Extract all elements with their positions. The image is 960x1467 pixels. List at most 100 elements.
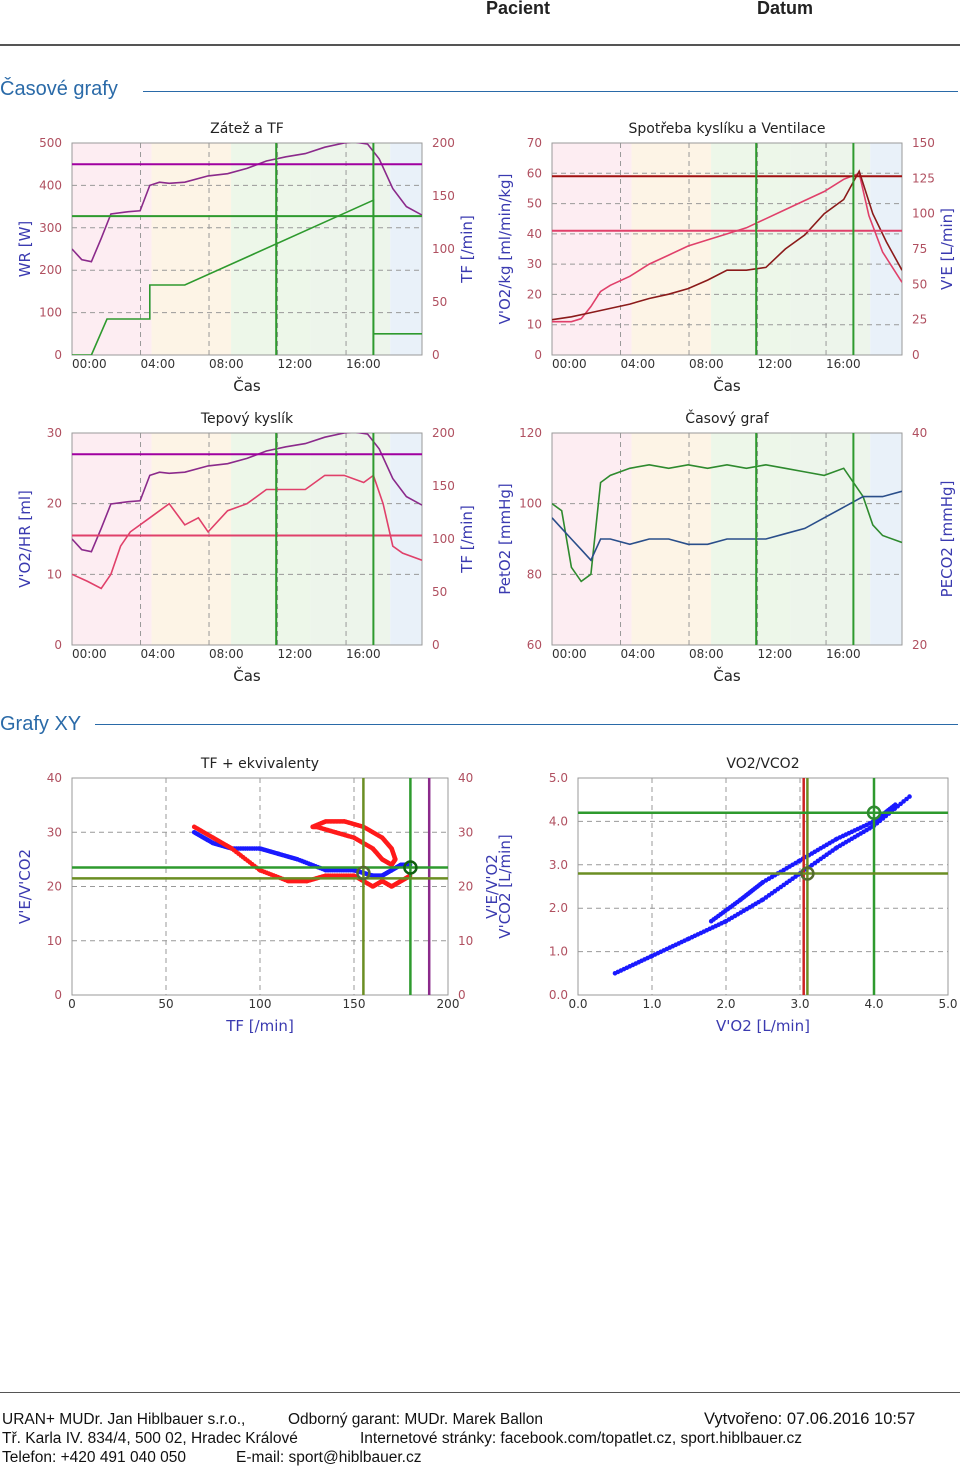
chart-title: Tepový kyslík	[200, 411, 294, 427]
y-right-tick-label: 125	[912, 171, 935, 185]
y-right-tick-label: 150	[912, 136, 935, 150]
series-line-0	[72, 474, 422, 590]
y-right-tick-label: 20	[912, 638, 927, 652]
y-right-axis-label: TF [/min]	[458, 215, 476, 284]
x-axis-label: V'O2 [L/min]	[716, 1017, 810, 1035]
x-tick-label: 12:00	[278, 647, 313, 661]
phase-band	[310, 143, 391, 355]
y-right-tick-label: 0	[432, 638, 440, 652]
y-left-tick-label: 5.0	[549, 771, 568, 785]
phase-band	[151, 143, 232, 355]
threshold-marker	[403, 860, 418, 875]
phase-band	[390, 143, 422, 355]
y-right-tick-label: 200	[432, 136, 455, 150]
series-line-1	[72, 433, 422, 553]
y-left-tick-label: 100	[519, 497, 542, 511]
x-tick-label: 3.0	[790, 997, 809, 1011]
x-axis-label: Čas	[233, 376, 261, 395]
x-tick-label: 1.0	[642, 997, 661, 1011]
phase-band	[631, 143, 712, 355]
y-right-tick-label: 40	[912, 426, 927, 440]
plot-area	[72, 778, 448, 995]
x-tick-label: 4.0	[864, 997, 883, 1011]
series-line-1	[72, 143, 422, 263]
y-right-tick-label: 100	[432, 532, 455, 546]
y-left-tick-label: 10	[527, 318, 542, 332]
phase-band	[870, 433, 902, 645]
threshold-marker	[800, 866, 815, 881]
x-tick-label: 08:00	[209, 647, 244, 661]
y-left-tick-label: 200	[39, 263, 62, 277]
x-tick-label: 16:00	[826, 647, 861, 661]
y-left-tick-label: 10	[47, 934, 62, 948]
x-tick-label: 100	[249, 997, 272, 1011]
footer-email: E-mail: sport@hiblbauer.cz	[236, 1449, 422, 1466]
y-right-tick-label: 20	[458, 880, 473, 894]
y-left-tick-label: 70	[527, 136, 542, 150]
chart-title: TF + ekvivalenty	[200, 756, 319, 772]
y-left-tick-label: 30	[47, 426, 62, 440]
footer-address: Tř. Karla IV. 834/4, 500 02, Hradec Král…	[2, 1430, 298, 1447]
y-right-tick-label: 50	[432, 295, 447, 309]
y-left-tick-label: 40	[47, 771, 62, 785]
section-divider	[95, 724, 958, 725]
scatter-point	[893, 802, 898, 808]
y-left-tick-label: 80	[527, 567, 542, 581]
x-tick-label: 0	[68, 997, 76, 1011]
y-left-tick-label: 20	[47, 880, 62, 894]
x-tick-label: 08:00	[689, 357, 724, 371]
chart-title: VO2/VCO2	[726, 756, 799, 772]
plot-frame	[551, 432, 903, 646]
y-left-axis-label: V'O2/kg [ml/min/kg]	[496, 174, 514, 325]
footer-created: Vytvořeno: 07.06.2016 10:57	[704, 1410, 916, 1428]
x-tick-label: 08:00	[689, 647, 724, 661]
y-left-axis-label: WR [W]	[16, 221, 34, 278]
x-tick-label: 16:00	[826, 357, 861, 371]
footer-guarantor: Odborný garant: MUDr. Marek Ballon	[288, 1411, 543, 1428]
y-left-tick-label: 60	[527, 166, 542, 180]
x-tick-label: 12:00	[278, 357, 313, 371]
y-right-tick-label: 30	[458, 825, 473, 839]
chart-title: Spotřeba kyslíku a Ventilace	[629, 121, 826, 137]
y-left-tick-label: 50	[527, 197, 542, 211]
y-right-tick-label: 10	[458, 934, 473, 948]
chart-load-hr: Zátež a TF 00:00 04:00 08:00 12:00 16:00 Čas 0 1…	[16, 121, 476, 395]
footer-company: URAN+ MUDr. Jan Hiblbauer s.r.o.,	[2, 1411, 246, 1428]
threshold-marker	[356, 865, 371, 881]
plot-area	[552, 433, 902, 645]
chart-vo2-vco2: VO2/VCO2 0.0 1.0 2.0 3.0 4.0 5.0 V'O2 [L/min] 0.…	[496, 756, 958, 1035]
phase-band	[790, 433, 871, 645]
y-right-tick-label: 50	[912, 277, 927, 291]
y-left-tick-label: 500	[39, 136, 62, 150]
y-left-tick-label: 0	[534, 348, 542, 362]
phase-band	[72, 143, 152, 355]
y-right-tick-label: 100	[912, 207, 935, 221]
y-right-axis-label: V'E/V'O2	[483, 854, 501, 919]
y-left-tick-label: 2.0	[549, 901, 568, 915]
chart-title: Zátež a TF	[210, 121, 284, 137]
x-tick-label: 04:00	[621, 647, 656, 661]
x-tick-label: 00:00	[552, 357, 587, 371]
threshold-marker	[866, 805, 882, 820]
series-line-0	[552, 463, 902, 583]
y-left-tick-label: 20	[527, 287, 542, 301]
scatter-point	[310, 824, 316, 830]
x-tick-label: 150	[343, 997, 366, 1011]
phase-band	[552, 143, 632, 355]
y-left-tick-label: 400	[39, 178, 62, 192]
x-tick-label: 04:00	[141, 357, 176, 371]
chart-title: Časový graf	[685, 409, 769, 427]
section-xy-charts: Grafy XY	[0, 713, 82, 735]
x-tick-label: 00:00	[552, 647, 587, 661]
footer-phone: Telefon: +420 491 040 050	[2, 1449, 187, 1466]
x-tick-label: 12:00	[758, 647, 793, 661]
x-tick-label: 0.0	[568, 997, 587, 1011]
y-right-tick-label: 150	[432, 479, 455, 493]
x-tick-label: 00:00	[72, 357, 107, 371]
phase-band	[72, 433, 152, 645]
y-left-axis-label: PetO2 [mmHg]	[496, 483, 514, 594]
y-right-tick-label: 0	[912, 348, 920, 362]
x-tick-label: 12:00	[758, 357, 793, 371]
date-label: Datum	[757, 0, 814, 18]
phase-band	[151, 433, 232, 645]
